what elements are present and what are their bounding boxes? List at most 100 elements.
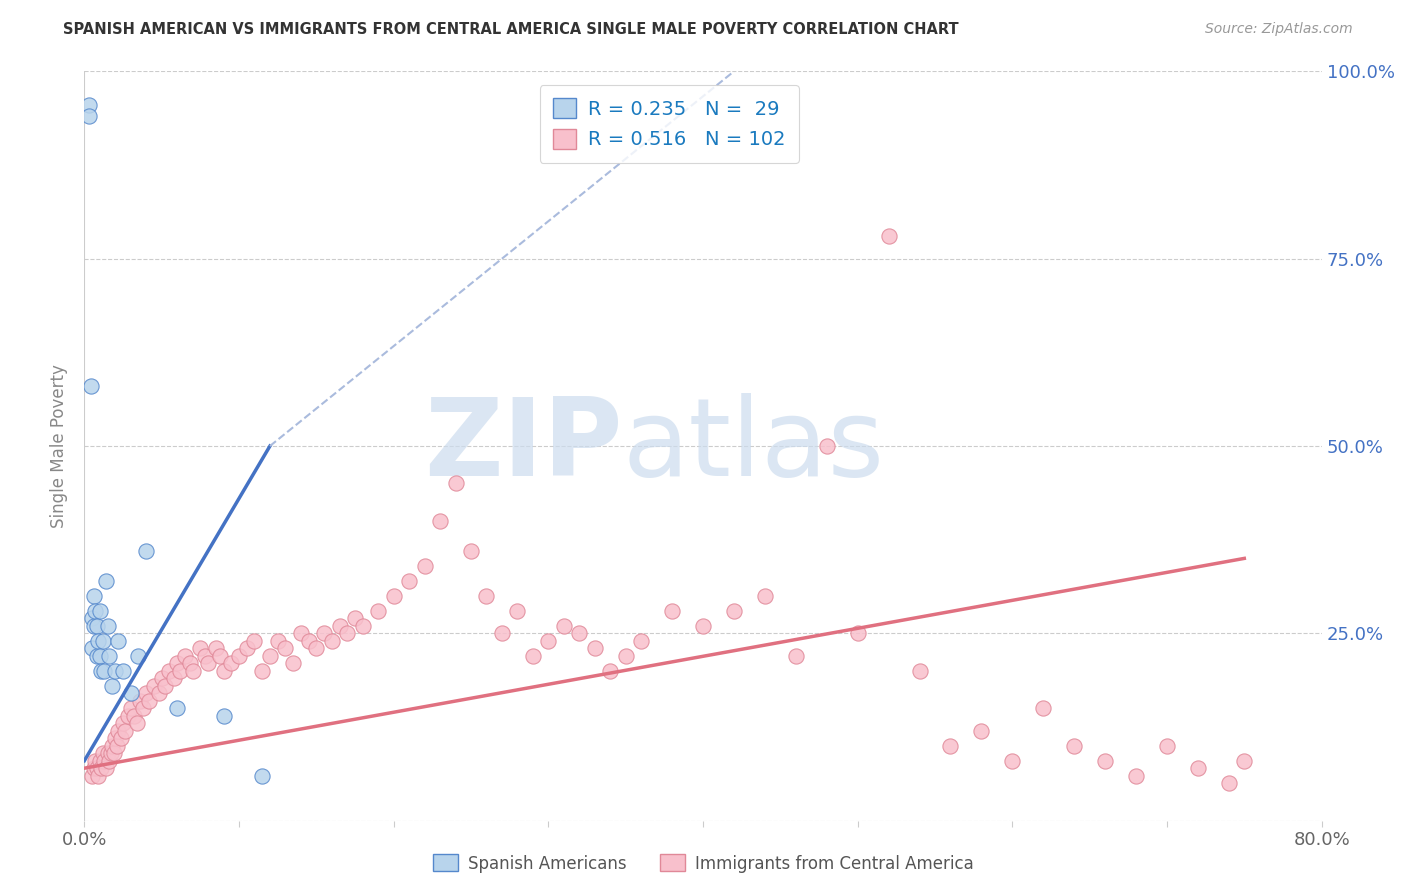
Point (506, 604, 529, 618)
Point (877, 229, 900, 244)
Point (112, 664, 135, 678)
Point (194, 648, 217, 663)
Point (159, 664, 180, 678)
Point (367, 604, 389, 618)
Point (568, 626, 591, 640)
Point (90, 761, 112, 775)
Point (174, 648, 197, 663)
Point (86, 648, 108, 663)
Point (1156, 739, 1178, 753)
Point (104, 731, 127, 746)
Y-axis label: Single Male Poverty: Single Male Poverty (51, 364, 69, 528)
Point (86, 761, 108, 775)
Point (89, 648, 111, 663)
Point (197, 657, 219, 671)
Point (1233, 754, 1256, 768)
Point (82, 769, 104, 783)
Point (219, 657, 242, 671)
Point (209, 648, 232, 663)
Point (77, 98, 100, 112)
Point (1125, 769, 1147, 783)
Text: Source: ZipAtlas.com: Source: ZipAtlas.com (1205, 22, 1353, 37)
Point (522, 648, 544, 663)
Point (785, 648, 807, 663)
Point (148, 686, 170, 700)
Point (250, 664, 273, 678)
Point (87, 769, 110, 783)
Point (754, 589, 776, 603)
Point (537, 633, 560, 648)
Point (120, 686, 142, 700)
Point (79, 379, 101, 393)
Point (98, 754, 121, 768)
Point (82, 611, 104, 625)
Point (1094, 754, 1116, 768)
Point (328, 619, 352, 633)
Point (336, 626, 359, 640)
Point (135, 544, 157, 558)
Point (398, 574, 420, 588)
Point (274, 641, 297, 656)
Point (343, 611, 366, 625)
Point (84, 604, 107, 618)
Point (460, 544, 482, 558)
Point (89, 754, 111, 768)
Point (267, 633, 290, 648)
Point (259, 648, 281, 663)
Point (93, 754, 115, 768)
Point (235, 641, 259, 656)
Point (122, 708, 145, 723)
Point (100, 746, 122, 760)
Point (91, 633, 114, 648)
Point (112, 716, 135, 731)
Point (599, 664, 621, 678)
Point (103, 746, 125, 760)
Point (181, 664, 204, 678)
Point (250, 769, 273, 783)
Point (120, 701, 142, 715)
Point (86, 619, 108, 633)
Point (661, 604, 683, 618)
Point (1218, 776, 1240, 790)
Point (84, 754, 107, 768)
Point (243, 633, 266, 648)
Point (93, 664, 115, 678)
Point (166, 701, 188, 715)
Point (281, 657, 305, 671)
Point (321, 633, 343, 648)
Point (91, 746, 114, 760)
Point (169, 664, 191, 678)
Point (150, 671, 173, 685)
Point (553, 619, 575, 633)
Point (290, 626, 312, 640)
Point (77, 109, 100, 123)
Point (125, 716, 148, 731)
Point (614, 648, 637, 663)
Point (163, 671, 186, 685)
Point (475, 589, 498, 603)
Point (212, 664, 235, 678)
Point (429, 514, 451, 528)
Point (692, 619, 714, 633)
Legend: R = 0.235   N =  29, R = 0.516   N = 102: R = 0.235 N = 29, R = 0.516 N = 102 (540, 85, 799, 163)
Point (166, 657, 188, 671)
Point (212, 708, 235, 723)
Point (382, 589, 405, 603)
Point (82, 641, 104, 656)
Point (107, 723, 129, 738)
Point (970, 723, 993, 738)
Point (117, 708, 139, 723)
Point (444, 476, 467, 491)
Point (352, 619, 374, 633)
Point (110, 731, 132, 746)
Point (83, 589, 105, 603)
Point (143, 679, 166, 693)
Point (228, 648, 250, 663)
Point (297, 633, 319, 648)
Point (1001, 754, 1024, 768)
Text: ZIP: ZIP (425, 393, 623, 499)
Point (129, 694, 152, 708)
Point (815, 439, 838, 453)
Point (179, 657, 201, 671)
Point (101, 739, 124, 753)
